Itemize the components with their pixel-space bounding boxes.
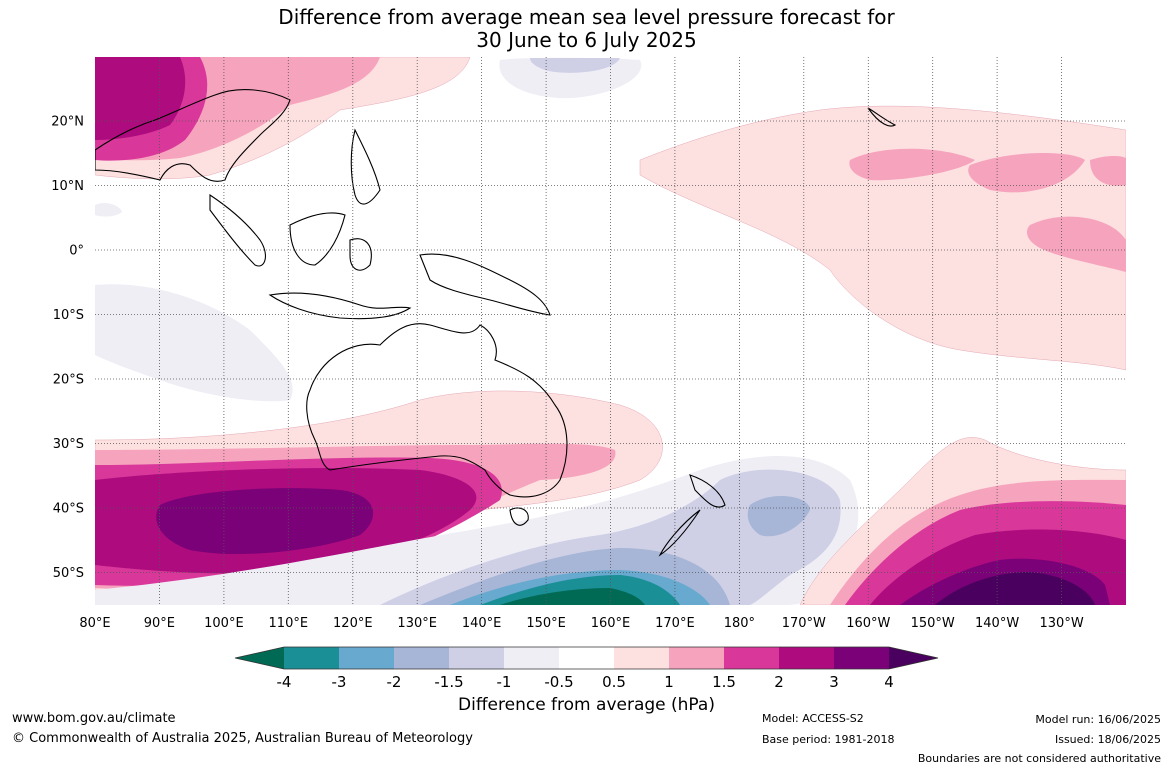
lon-label: 140°W	[975, 616, 1019, 631]
colorbar-swatch	[724, 647, 779, 669]
colorbar-tick-label: -1	[497, 673, 512, 691]
lat-label: 20°S	[53, 373, 84, 388]
colorbar-tick-label: -0.5	[544, 673, 573, 691]
colorbar-title: Difference from average (hPa)	[458, 695, 715, 715]
contour-asia-positive	[95, 57, 471, 180]
colorbar-extend-low	[235, 647, 284, 669]
colorbar-swatch	[339, 647, 394, 669]
lon-label: 170°W	[782, 616, 826, 631]
colorbar-tick-label: -4	[277, 673, 292, 691]
footer-boundaries-note: Boundaries are not considered authoritat…	[917, 752, 1161, 765]
lon-label: 150°W	[911, 616, 955, 631]
colorbar-tick-label: 3	[829, 673, 839, 691]
footer-model-run: Model run: 16/06/2025	[1035, 713, 1161, 726]
coastlines	[95, 89, 897, 557]
lon-label: 160°W	[846, 616, 890, 631]
lon-label: 130°E	[397, 616, 437, 631]
lon-label: 80°E	[79, 616, 110, 631]
lon-label: 110°E	[269, 616, 309, 631]
colorbar-swatch	[779, 647, 834, 669]
lon-label: 90°E	[144, 616, 175, 631]
colorbar-swatch	[834, 647, 889, 669]
colorbar-swatch	[669, 647, 724, 669]
lon-label: 170°E	[655, 616, 695, 631]
colorbar-tick-label: 2	[774, 673, 784, 691]
colorbar-swatch	[504, 647, 559, 669]
lon-label: 130°W	[1040, 616, 1084, 631]
lat-label: 30°S	[53, 437, 84, 452]
colorbar-swatch	[559, 647, 614, 669]
colorbar-tick-label: -3	[332, 673, 347, 691]
lat-label: 0°	[69, 244, 84, 259]
lon-label: 120°E	[333, 616, 373, 631]
lat-label: 20°N	[51, 115, 84, 130]
colorbar-swatch	[284, 647, 339, 669]
colorbar-swatch	[449, 647, 504, 669]
footer-base-period: Base period: 1981-2018	[762, 733, 895, 746]
lon-label: 150°E	[526, 616, 566, 631]
map-title-line2: 30 June to 6 July 2025	[476, 28, 697, 52]
footer-copyright: © Commonwealth of Australia 2025, Austra…	[12, 731, 473, 746]
colorbar-extend-high	[889, 647, 938, 669]
lat-label: 40°S	[53, 502, 84, 517]
lat-label: 50°S	[53, 566, 84, 581]
colorbar-tick-label: 0.5	[602, 673, 626, 691]
colorbar-tick-label: 4	[884, 673, 894, 691]
colorbar	[234, 646, 939, 670]
map-title-line1: Difference from average mean sea level p…	[278, 5, 895, 29]
lon-label: 180°	[724, 616, 755, 631]
lon-label: 140°E	[462, 616, 502, 631]
gridlines	[95, 57, 1126, 605]
footer-url[interactable]: www.bom.gov.au/climate	[12, 711, 176, 726]
lon-label: 100°E	[204, 616, 244, 631]
colorbar-swatch	[614, 647, 669, 669]
colorbar-tick-label: 1	[664, 673, 674, 691]
contour-indian-ocean-negative	[95, 284, 293, 402]
footer-issued: Issued: 18/06/2025	[1054, 733, 1161, 746]
colorbar-tick-label: -1.5	[434, 673, 463, 691]
lat-label: 10°S	[53, 308, 84, 323]
colorbar-tick-label: 1.5	[712, 673, 736, 691]
lat-label: 10°N	[51, 179, 84, 194]
colorbar-swatch	[394, 647, 449, 669]
lon-label: 160°E	[591, 616, 631, 631]
colorbar-tick-label: -2	[387, 673, 402, 691]
contour-southern-indian-positive	[95, 390, 663, 605]
contour-se-pacific-positive	[799, 437, 1126, 605]
footer-model: Model: ACCESS-S2	[762, 712, 864, 725]
